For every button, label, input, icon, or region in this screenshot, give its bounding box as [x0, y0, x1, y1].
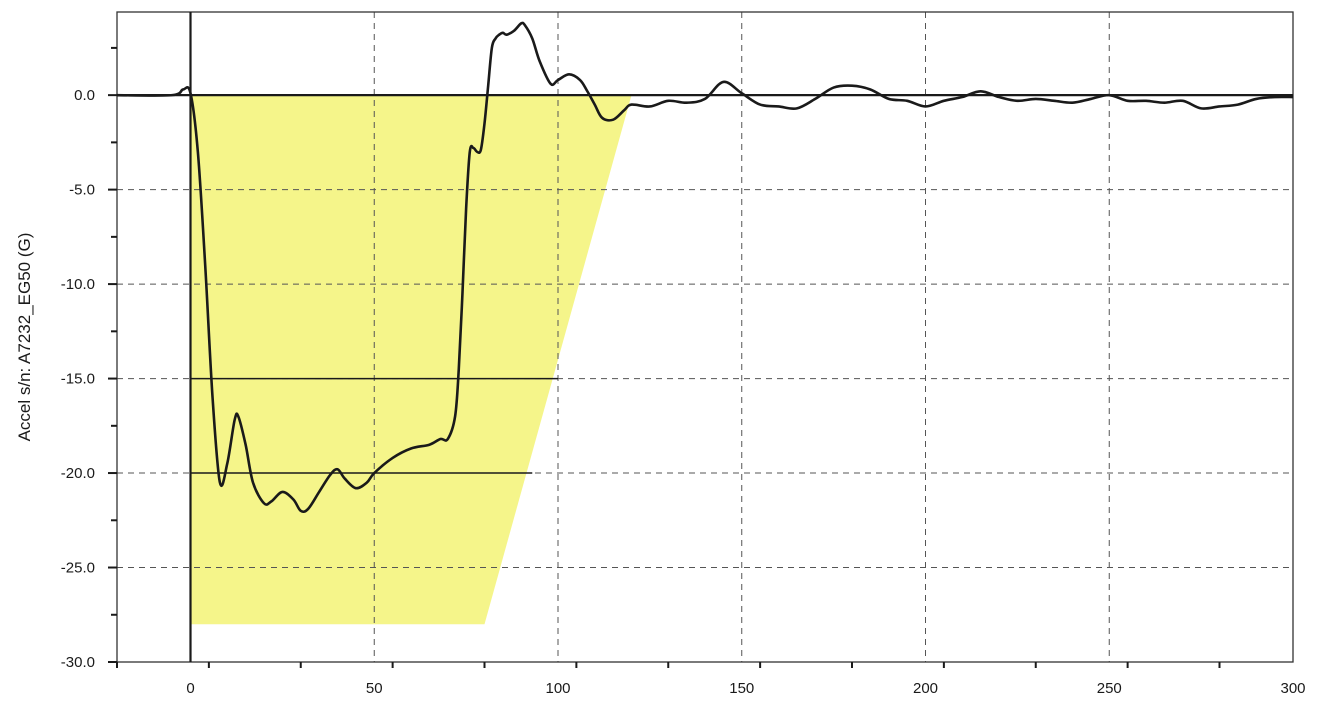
x-tick-label: 300 [1280, 680, 1305, 697]
y-tick-label: -30.0 [61, 654, 95, 671]
corridor-area [190, 95, 632, 625]
x-tick-label: 150 [729, 680, 754, 697]
x-tick-label: 200 [913, 680, 938, 697]
x-tick-label: 250 [1097, 680, 1122, 697]
y-tick-label: -25.0 [61, 560, 95, 577]
y-tick-label: -5.0 [69, 182, 95, 199]
x-tick-label: 0 [186, 680, 194, 697]
x-tick-label: 100 [545, 680, 570, 697]
y-tick-label: 0.0 [74, 87, 95, 104]
y-tick-label: -20.0 [61, 465, 95, 482]
grid-layer [117, 12, 1293, 662]
reference-lines [190, 377, 558, 474]
x-tick-label: 50 [366, 680, 383, 697]
y-axis-label: Accel s/n: A7232_EG50 (G) [15, 233, 34, 442]
tick-labels: 0 50 100 150 200 250 300 0.0 -5.0 -10.0 -15.0 -20.0… [61, 87, 1306, 697]
series-layer [116, 21, 1294, 514]
accel-series-line [116, 21, 1294, 514]
y-tick-label: -10.0 [61, 276, 95, 293]
plot-frame [116, 11, 1294, 663]
axis-layer [108, 11, 1294, 668]
y-tick-label: -15.0 [61, 371, 95, 388]
corridor-layer [190, 95, 632, 625]
